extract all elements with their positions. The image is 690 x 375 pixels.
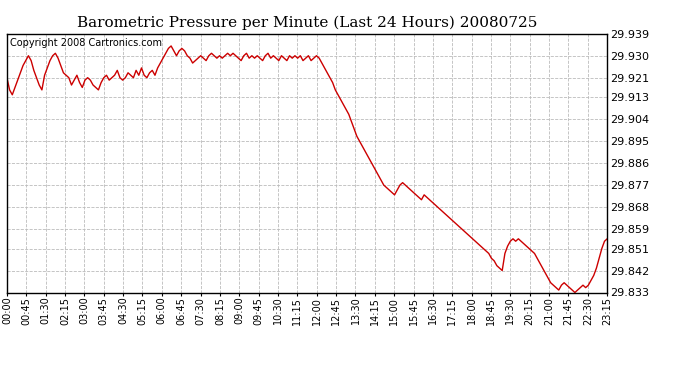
Text: Copyright 2008 Cartronics.com: Copyright 2008 Cartronics.com xyxy=(10,38,162,48)
Title: Barometric Pressure per Minute (Last 24 Hours) 20080725: Barometric Pressure per Minute (Last 24 … xyxy=(77,15,538,30)
